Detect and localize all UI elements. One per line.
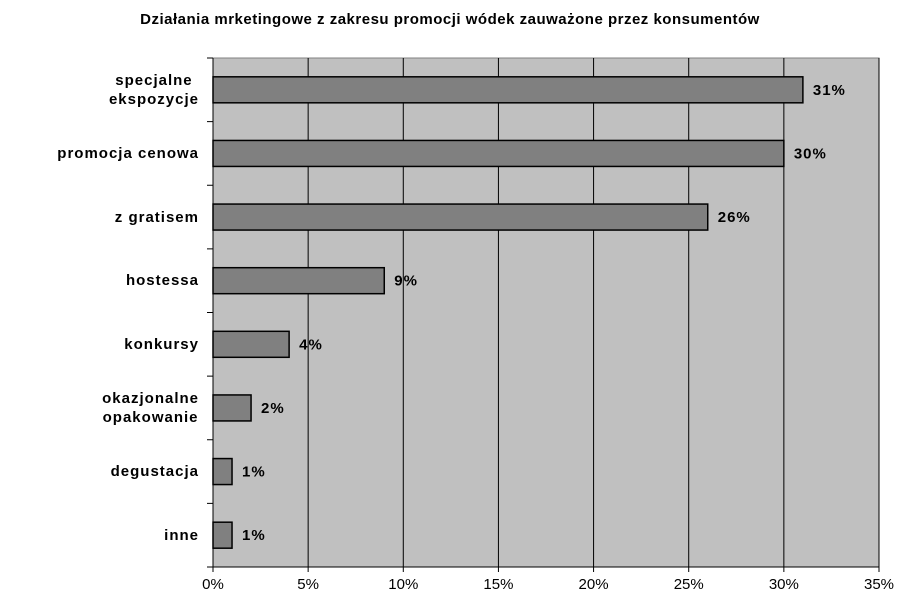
data-label: 2% — [261, 400, 285, 417]
bar — [212, 203, 709, 231]
x-tick-label: 25% — [674, 576, 704, 593]
bar — [212, 330, 290, 359]
y-tick-label: specjalne ekspozycje — [108, 71, 199, 108]
data-label: 31% — [813, 82, 846, 99]
x-tick-label: 10% — [388, 576, 418, 593]
data-label: 26% — [718, 209, 751, 226]
y-tick-label: hostessa — [125, 272, 199, 290]
data-label: 1% — [242, 464, 266, 481]
plot-background — [212, 57, 880, 568]
bar — [212, 394, 252, 422]
data-label: 1% — [242, 527, 266, 544]
data-label: 9% — [394, 273, 418, 290]
bar — [212, 457, 233, 486]
y-tick-label: konkursy — [124, 335, 199, 353]
x-tick-label: 35% — [864, 576, 894, 593]
data-label: 4% — [299, 336, 323, 353]
x-tick-label: 15% — [483, 576, 513, 593]
y-tick-label: degustacja — [110, 463, 199, 481]
y-tick-label: z gratisem — [114, 208, 199, 226]
bar — [212, 139, 785, 168]
x-tick-label: 5% — [297, 576, 319, 593]
bar — [212, 521, 233, 549]
data-label: 30% — [794, 145, 827, 162]
x-tick-label: 0% — [202, 576, 224, 593]
bar — [212, 266, 386, 295]
y-tick-label: inne — [164, 526, 199, 544]
bar — [212, 76, 804, 104]
chart-title: Działania mrketingowe z zakresu promocji… — [140, 11, 760, 28]
y-tick-label: okazjonalne opakowanie — [102, 389, 199, 426]
y-tick-label: promocja cenowa — [57, 144, 199, 162]
x-tick-label: 20% — [579, 576, 609, 593]
x-tick-label: 30% — [769, 576, 799, 593]
